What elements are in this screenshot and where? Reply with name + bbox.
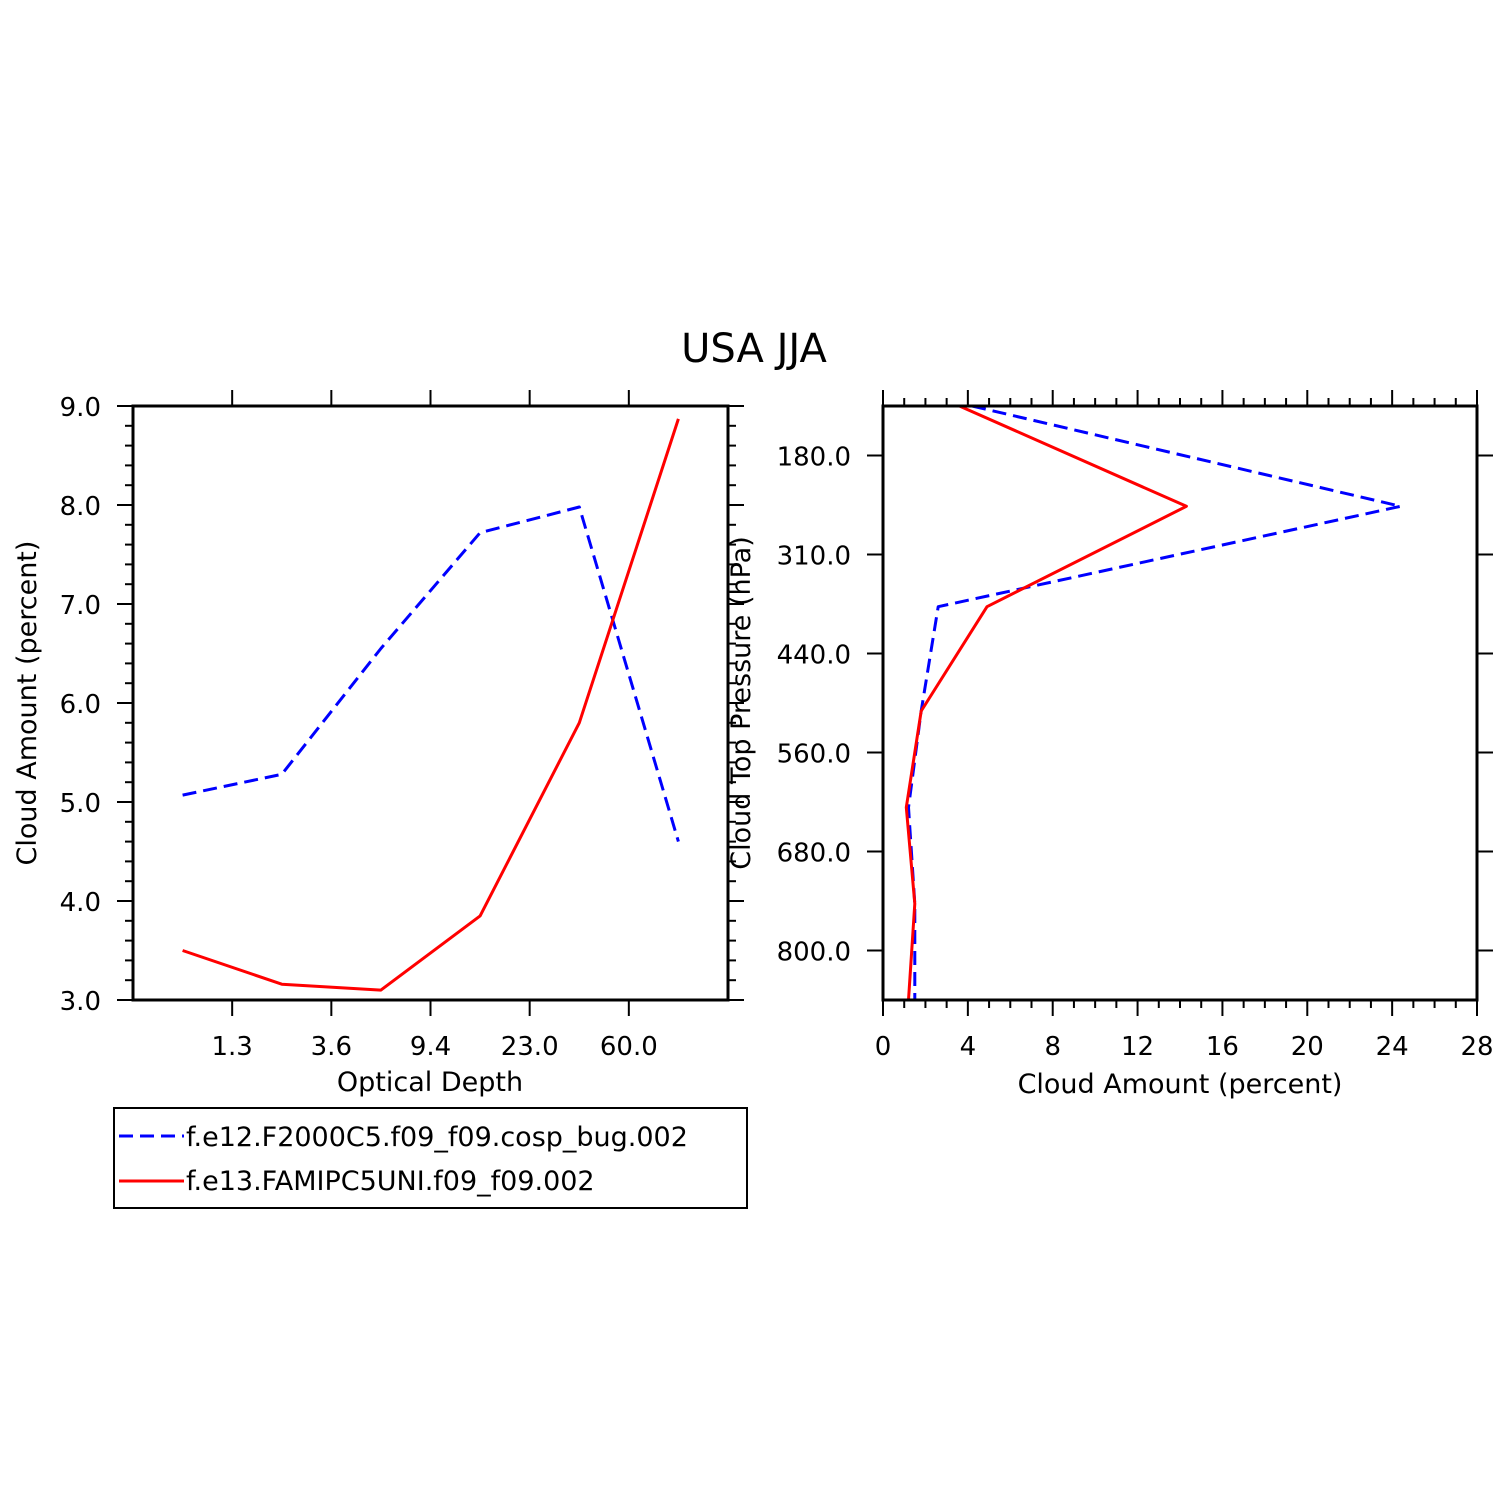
right-x-tick-label: 12	[1121, 1032, 1154, 1062]
left-x-tick-label: 60.0	[600, 1032, 658, 1062]
left-y-tick-label: 5.0	[60, 789, 101, 819]
left-y-tick-label: 4.0	[60, 888, 101, 918]
right-tick-labels: 0 4 8 12 16 20 24 28 180.0 310.0 440.0 560.0 680.0 80…	[777, 443, 1494, 1063]
left-series-line-2	[182, 418, 680, 992]
right-x-tick-label: 28	[1460, 1032, 1493, 1062]
left-y-axis-title: Cloud Amount (percent)	[12, 541, 43, 866]
left-x-tick-label: 3.6	[311, 1032, 352, 1062]
right-series-line-2	[904, 404, 1188, 1001]
right-x-axis-title: Cloud Amount (percent)	[1018, 1069, 1343, 1100]
right-y-tick-label: 440.0	[777, 641, 851, 671]
right-x-tick-label: 0	[875, 1032, 892, 1062]
left-y-tick-label: 9.0	[60, 393, 101, 423]
left-x-axis-title: Optical Depth	[337, 1067, 523, 1098]
left-y-tick-label: 3.0	[60, 987, 101, 1017]
right-y-tick-label: 310.0	[777, 542, 851, 572]
left-series-line-1	[182, 505, 680, 843]
left-y-tick-label: 8.0	[60, 492, 101, 522]
legend-box	[113, 1107, 748, 1209]
right-series	[904, 404, 1403, 1001]
legend-label-series-1: f.e12.F2000C5.f09_f09.cosp_bug.002	[186, 1122, 688, 1153]
right-x-tick-label: 16	[1206, 1032, 1239, 1062]
legend-label-series-2: f.e13.FAMIPC5UNI.f09_f09.002	[186, 1166, 595, 1197]
legend: f.e12.F2000C5.f09_f09.cosp_bug.002 f.e13…	[113, 1107, 748, 1209]
left-y-tick-label: 7.0	[60, 591, 101, 621]
right-x-tick-label: 20	[1291, 1032, 1324, 1062]
right-plot-frame	[881, 404, 1479, 1002]
right-x-tick-label: 24	[1376, 1032, 1409, 1062]
left-y-tick-label: 6.0	[60, 690, 101, 720]
left-x-tick-label: 23.0	[501, 1032, 559, 1062]
right-x-tick-label: 4	[960, 1032, 977, 1062]
right-panel: 0 4 8 12 16 20 24 28 180.0 310.0 440.0 560.0 680.0 80…	[726, 390, 1494, 1100]
right-y-tick-label: 800.0	[777, 938, 851, 968]
right-x-tick-label: 8	[1044, 1032, 1061, 1062]
left-panel: 3.0 4.0 5.0 6.0 7.0 8.0 9.0 1.3 3.6 9.4 23.0 60.0 O…	[12, 390, 744, 1098]
left-tick-labels: 3.0 4.0 5.0 6.0 7.0 8.0 9.0 1.3 3.6 9.4 23.0 60.0	[60, 393, 658, 1062]
right-y-tick-label: 180.0	[777, 443, 851, 473]
left-x-tick-label: 9.4	[410, 1032, 451, 1062]
left-x-tick-label: 1.3	[211, 1032, 252, 1062]
right-y-tick-label: 560.0	[777, 740, 851, 770]
chart-title: USA JJA	[681, 326, 827, 372]
right-y-axis-title: Cloud Top Pressure (hPa)	[726, 536, 757, 870]
left-series	[182, 418, 680, 992]
right-y-tick-label: 680.0	[777, 839, 851, 869]
left-plot-frame	[131, 404, 730, 1002]
